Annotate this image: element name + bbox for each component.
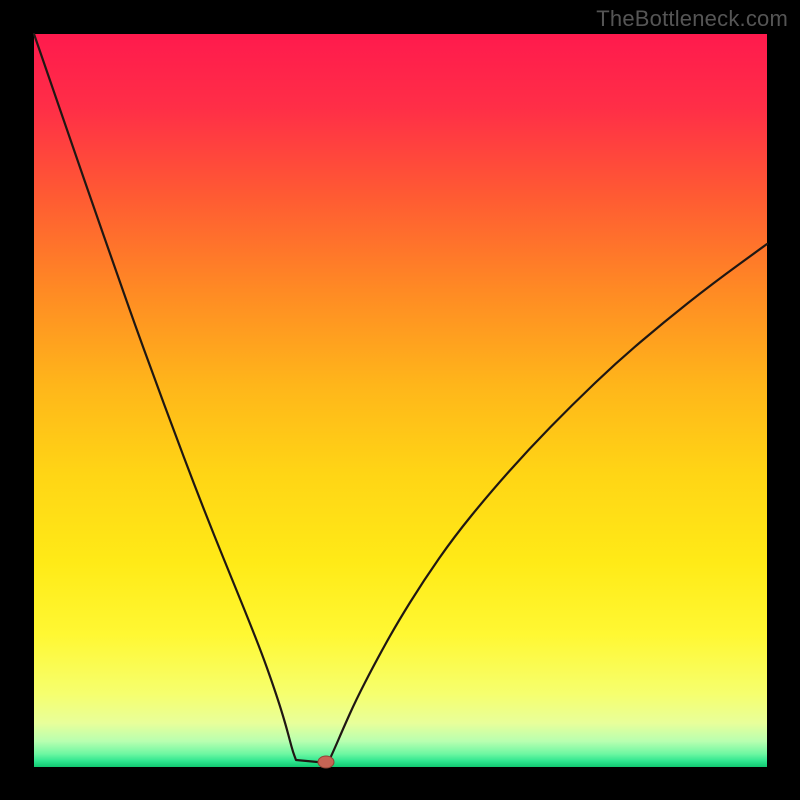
watermark-text: TheBottleneck.com [596,6,788,32]
bottleneck-curve [34,34,767,763]
optimal-point-marker [318,756,334,768]
curve-layer [34,34,767,767]
plot-area [34,34,767,767]
